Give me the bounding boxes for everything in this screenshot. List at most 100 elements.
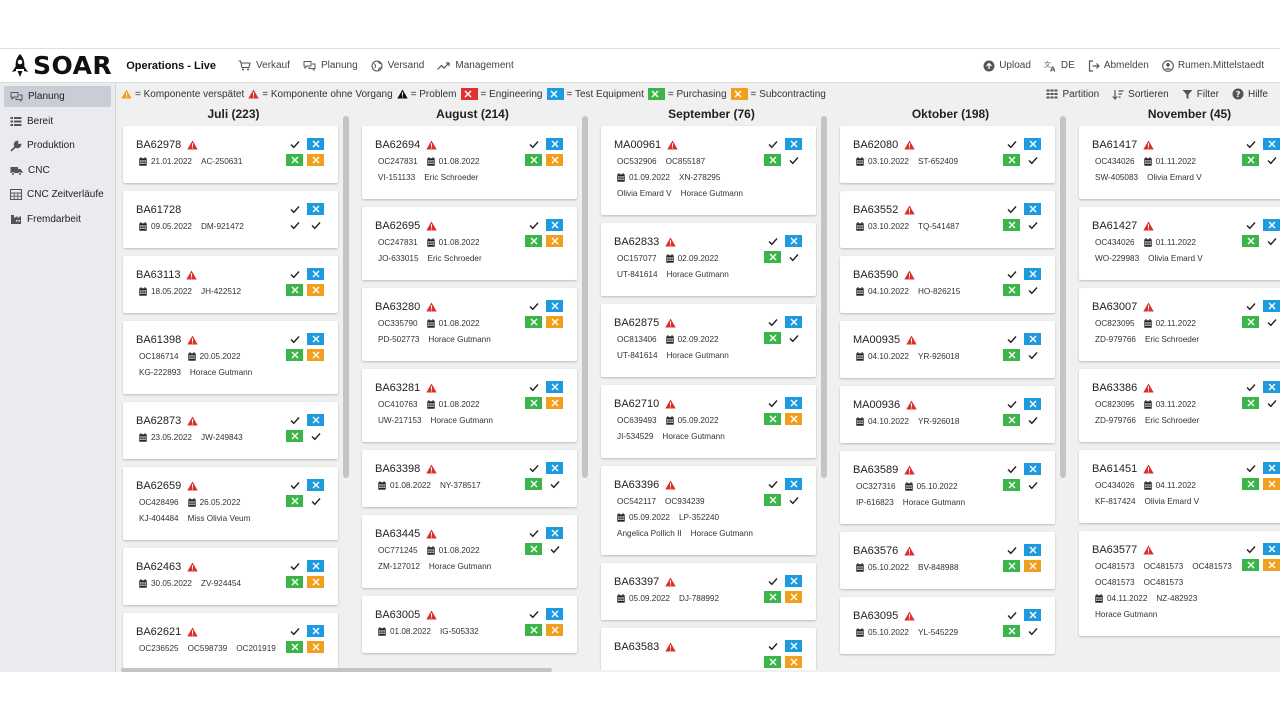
order-card[interactable]: BA63590 04.10.2022 HO-826215 <box>840 256 1055 313</box>
order-card[interactable]: BA62621 OC236525 OC598739 OC201919 <box>123 613 338 670</box>
order-card[interactable]: BA61728 09.05.2022 DM-921472 <box>123 191 338 248</box>
green-status-button[interactable] <box>1003 414 1020 426</box>
green-status-button[interactable] <box>525 478 542 490</box>
order-card[interactable]: BA61451 OC434026 04.11.2022 KF-817424 Olivia… <box>1079 450 1280 523</box>
green-status-button[interactable] <box>764 251 781 263</box>
green-status-button[interactable] <box>1003 154 1020 166</box>
blue-status-button[interactable] <box>1024 333 1041 345</box>
order-card[interactable]: BA63005 01.08.2022 IG-505332 <box>362 596 577 653</box>
blue-status-button[interactable] <box>1263 300 1280 312</box>
green-status-button[interactable] <box>1003 349 1020 361</box>
green-status-button[interactable] <box>286 495 303 507</box>
blue-status-button[interactable] <box>307 333 324 345</box>
orange-status-button[interactable] <box>1024 560 1041 572</box>
green-status-button[interactable] <box>764 656 781 668</box>
orange-status-button[interactable] <box>785 413 802 425</box>
order-card[interactable]: BA63583 <box>601 628 816 670</box>
blue-status-button[interactable] <box>1263 543 1280 555</box>
blue-status-button[interactable] <box>1024 544 1041 556</box>
order-card[interactable]: BA62978 21.01.2022 AC-250631 <box>123 126 338 183</box>
blue-status-button[interactable] <box>785 575 802 587</box>
help-button[interactable]: ? Hilfe <box>1232 88 1268 100</box>
green-status-button[interactable] <box>525 154 542 166</box>
logo[interactable]: SOAR <box>9 48 112 83</box>
blue-status-button[interactable] <box>307 138 324 150</box>
nav-management[interactable]: Management <box>437 60 514 71</box>
green-status-button[interactable] <box>525 316 542 328</box>
orange-status-button[interactable] <box>307 154 324 166</box>
logout-button[interactable]: Abmelden <box>1088 59 1149 72</box>
sidebar-item-cnc-zeitverlaeufe[interactable]: CNC Zeitverläufe <box>4 184 111 205</box>
order-card[interactable]: BA63397 05.09.2022 DJ-788992 <box>601 563 816 620</box>
order-card[interactable]: BA63577 OC481573 OC481573 OC481573 OC481573 O… <box>1079 531 1280 636</box>
sort-button[interactable]: Sortieren <box>1112 89 1169 100</box>
blue-status-button[interactable] <box>785 640 802 652</box>
blue-status-button[interactable] <box>307 203 324 215</box>
blue-status-button[interactable] <box>1263 138 1280 150</box>
blue-status-button[interactable] <box>1024 203 1041 215</box>
column-scrollbar[interactable] <box>343 116 349 478</box>
orange-status-button[interactable] <box>546 235 563 247</box>
order-card[interactable]: BA62694 OC247831 01.08.2022 VI-151133 Eric S… <box>362 126 577 199</box>
order-card[interactable]: BA63396 OC542117 OC934239 05.09.2022 LP-3522… <box>601 466 816 555</box>
order-card[interactable]: BA62875 OC813406 02.09.2022 UT-841614 Horace… <box>601 304 816 377</box>
blue-status-button[interactable] <box>546 381 563 393</box>
order-card[interactable]: BA62659 OC428496 26.05.2022 KJ-404484 Miss O… <box>123 467 338 540</box>
order-card[interactable]: BA62833 OC157077 02.09.2022 UT-841614 Horace… <box>601 223 816 296</box>
partition-button[interactable]: Partition <box>1046 89 1099 100</box>
order-card[interactable]: BA63007 OC823095 02.11.2022 ZD-979766 Eric S… <box>1079 288 1280 361</box>
nav-planung[interactable]: Planung <box>303 60 358 71</box>
order-card[interactable]: BA62463 30.05.2022 ZV-924454 <box>123 548 338 605</box>
green-status-button[interactable] <box>1003 479 1020 491</box>
order-card[interactable]: BA63552 03.10.2022 TQ-541487 <box>840 191 1055 248</box>
blue-status-button[interactable] <box>546 462 563 474</box>
green-status-button[interactable] <box>1003 284 1020 296</box>
order-card[interactable]: BA63386 OC823095 03.11.2022 ZD-979766 Eric S… <box>1079 369 1280 442</box>
blue-status-button[interactable] <box>1263 219 1280 231</box>
green-status-button[interactable] <box>1003 560 1020 572</box>
order-card[interactable]: BA63445 OC771245 01.08.2022 ZM-127012 Horace… <box>362 515 577 588</box>
blue-status-button[interactable] <box>307 479 324 491</box>
blue-status-button[interactable] <box>785 138 802 150</box>
green-status-button[interactable] <box>1242 316 1259 328</box>
sidebar-item-bereit[interactable]: Bereit <box>4 111 111 132</box>
column-scrollbar[interactable] <box>582 116 588 478</box>
blue-status-button[interactable] <box>546 138 563 150</box>
green-status-button[interactable] <box>525 624 542 636</box>
nav-versand[interactable]: Versand <box>371 59 424 72</box>
green-status-button[interactable] <box>1242 559 1259 571</box>
blue-status-button[interactable] <box>1024 609 1041 621</box>
blue-status-button[interactable] <box>1263 462 1280 474</box>
order-card[interactable]: BA63113 18.05.2022 JH-422512 <box>123 256 338 313</box>
order-card[interactable]: BA63576 05.10.2022 BV-848988 <box>840 532 1055 589</box>
filter-button[interactable]: Filter <box>1182 89 1219 100</box>
green-status-button[interactable] <box>286 576 303 588</box>
horizontal-scrollbar-thumb[interactable] <box>121 668 552 672</box>
order-card[interactable]: BA62873 23.05.2022 JW-249843 <box>123 402 338 459</box>
green-status-button[interactable] <box>1242 478 1259 490</box>
sidebar-item-cnc[interactable]: CNC <box>4 160 111 181</box>
order-card[interactable]: BA61427 OC434026 01.11.2022 WO-229983 Olivia… <box>1079 207 1280 280</box>
orange-status-button[interactable] <box>307 284 324 296</box>
sidebar-item-planung[interactable]: Planung <box>4 86 111 107</box>
blue-status-button[interactable] <box>546 527 563 539</box>
sidebar-item-produktion[interactable]: Produktion <box>4 135 111 156</box>
order-card[interactable]: MA00935 04.10.2022 YR-926018 <box>840 321 1055 378</box>
blue-status-button[interactable] <box>1024 463 1041 475</box>
green-status-button[interactable] <box>1003 219 1020 231</box>
blue-status-button[interactable] <box>1024 138 1041 150</box>
order-card[interactable]: BA63589 OC327316 05.10.2022 IP-616823 Horace… <box>840 451 1055 524</box>
green-status-button[interactable] <box>1242 154 1259 166</box>
orange-status-button[interactable] <box>1263 478 1280 490</box>
order-card[interactable]: MA00936 04.10.2022 YR-926018 <box>840 386 1055 443</box>
order-card[interactable]: BA62695 OC247831 01.08.2022 JO-633015 Eric S… <box>362 207 577 280</box>
order-card[interactable]: BA63281 OC410763 01.08.2022 UW-217153 Horace… <box>362 369 577 442</box>
sidebar-item-fremdarbeit[interactable]: Fremdarbeit <box>4 209 111 230</box>
blue-status-button[interactable] <box>1024 398 1041 410</box>
green-status-button[interactable] <box>1242 397 1259 409</box>
green-status-button[interactable] <box>525 543 542 555</box>
orange-status-button[interactable] <box>307 576 324 588</box>
order-card[interactable]: BA63280 OC335790 01.08.2022 PD-502773 Horace… <box>362 288 577 361</box>
green-status-button[interactable] <box>764 332 781 344</box>
